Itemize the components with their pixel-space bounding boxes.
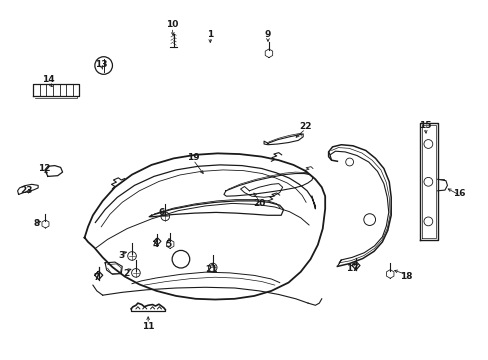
Text: 2: 2: [123, 269, 129, 278]
Text: 9: 9: [264, 30, 271, 39]
Text: 8: 8: [34, 220, 40, 229]
Text: 3: 3: [118, 251, 124, 260]
Text: 19: 19: [186, 153, 199, 162]
Text: 22: 22: [299, 122, 311, 131]
Text: 23: 23: [20, 186, 33, 195]
Text: 13: 13: [95, 60, 108, 69]
Text: 14: 14: [41, 76, 54, 85]
Text: 21: 21: [205, 265, 218, 274]
Text: 20: 20: [252, 199, 265, 208]
Text: 15: 15: [418, 121, 431, 130]
Text: 18: 18: [399, 272, 411, 281]
Text: 1: 1: [207, 30, 213, 39]
Text: 7: 7: [93, 273, 100, 282]
Text: 5: 5: [165, 240, 171, 249]
Text: 6: 6: [158, 208, 164, 217]
Text: 12: 12: [38, 164, 50, 173]
Text: 16: 16: [452, 189, 465, 198]
Text: 17: 17: [345, 264, 358, 273]
Text: 10: 10: [165, 20, 178, 29]
Text: 11: 11: [142, 323, 154, 331]
Text: 4: 4: [152, 240, 159, 249]
